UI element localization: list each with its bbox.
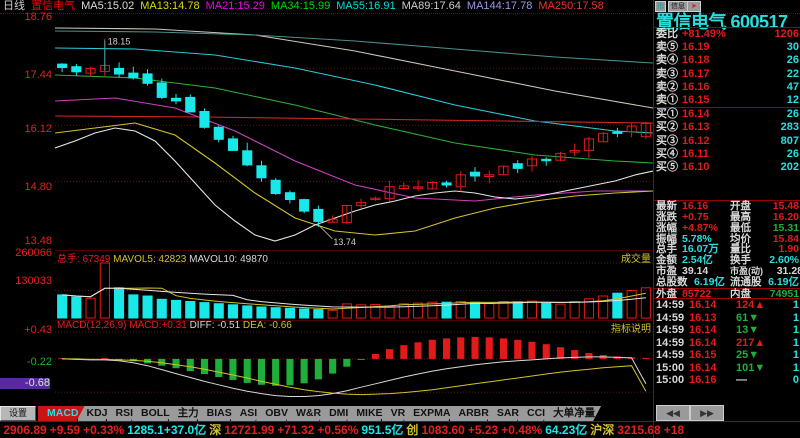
svg-text:18.15: 18.15 — [108, 37, 131, 47]
svg-text:13.74: 13.74 — [333, 237, 356, 247]
